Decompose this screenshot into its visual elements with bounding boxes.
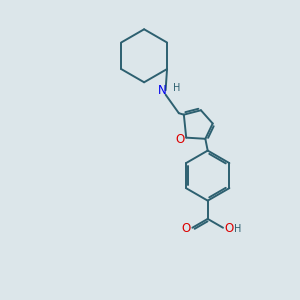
Text: N: N bbox=[158, 84, 166, 97]
Text: H: H bbox=[173, 83, 181, 93]
Text: O: O bbox=[175, 133, 184, 146]
Text: O: O bbox=[182, 222, 191, 235]
Text: H: H bbox=[234, 224, 242, 234]
Text: O: O bbox=[224, 222, 233, 235]
